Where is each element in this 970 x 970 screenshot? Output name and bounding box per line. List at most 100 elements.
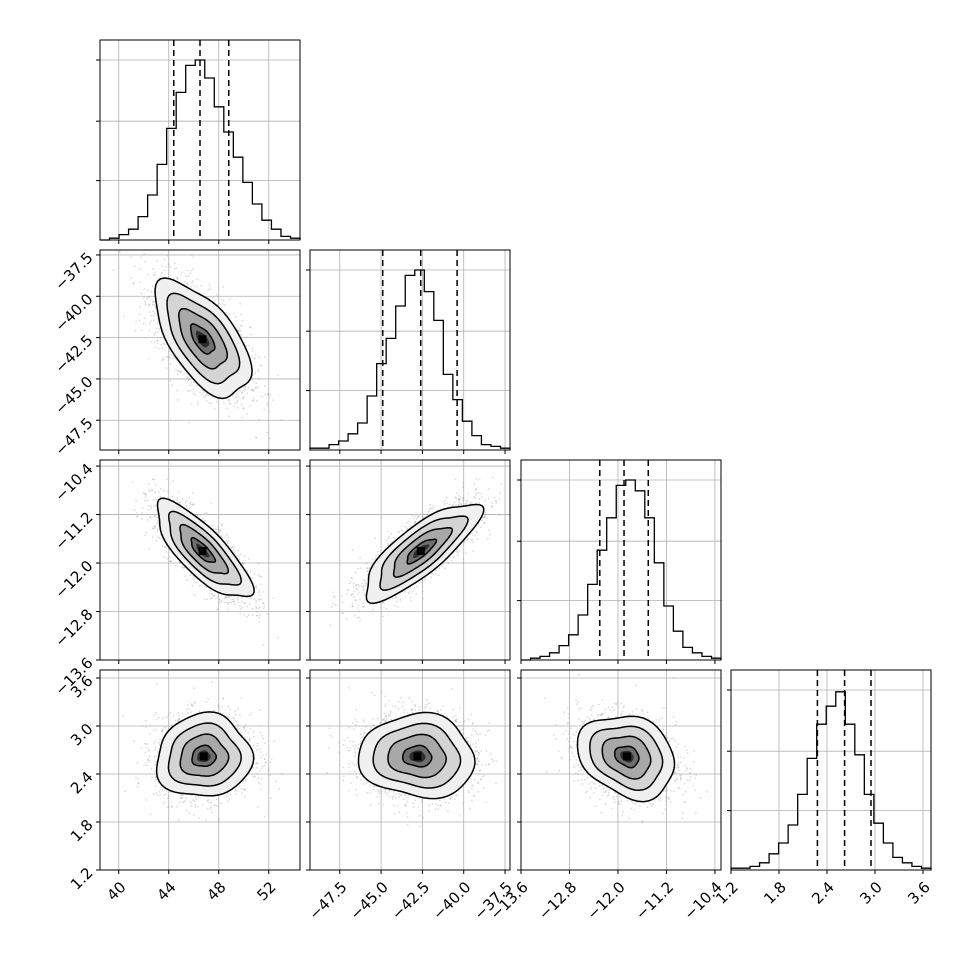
scatter-point <box>256 614 259 617</box>
scatter-point <box>248 558 250 560</box>
scatter-point <box>203 598 206 601</box>
scatter-point <box>184 275 187 278</box>
scatter-point <box>253 357 256 360</box>
scatter-point <box>156 339 159 342</box>
scatter-point <box>253 598 256 601</box>
scatter-point <box>235 555 238 557</box>
scatter-point <box>140 256 143 259</box>
scatter-point <box>243 395 245 398</box>
scatter-point <box>442 565 444 568</box>
scatter-point <box>138 313 141 316</box>
scatter-point <box>210 597 212 600</box>
scatter-point <box>211 597 213 599</box>
scatter-point <box>142 297 145 299</box>
panel-content <box>100 460 300 660</box>
scatter-point <box>193 578 196 581</box>
scatter-point <box>171 384 174 386</box>
scatter-point <box>359 619 361 622</box>
scatter-point <box>236 599 239 601</box>
scatter-point <box>213 595 216 597</box>
scatter-point <box>255 436 258 439</box>
scatter-point <box>155 539 158 542</box>
scatter-point <box>221 303 224 306</box>
scatter-point <box>185 505 188 508</box>
scatter-point <box>227 415 230 418</box>
scatter-point <box>260 583 262 586</box>
scatter-point <box>234 315 237 318</box>
scatter-point <box>143 493 146 495</box>
scatter-point <box>142 507 144 509</box>
scatter-point <box>141 329 143 332</box>
scatter-point <box>153 341 156 344</box>
scatter-point <box>144 496 147 498</box>
scatter-point <box>231 546 234 549</box>
scatter-point <box>230 547 233 550</box>
scatter-point <box>147 273 150 276</box>
scatter-point <box>457 498 460 501</box>
scatter-point <box>157 347 160 350</box>
scatter-point <box>169 497 171 500</box>
scatter-point <box>248 603 251 606</box>
scatter-point <box>140 292 143 295</box>
scatter-point <box>238 555 241 558</box>
scatter-point <box>187 274 190 277</box>
scatter-point <box>246 413 248 415</box>
scatter-point <box>190 381 193 384</box>
scatter-point <box>161 347 164 350</box>
scatter-point <box>147 357 150 360</box>
scatter-point <box>245 336 248 339</box>
scatter-point <box>122 315 125 318</box>
scatter-point <box>237 601 240 604</box>
scatter-point <box>241 416 244 419</box>
scatter-point <box>250 388 252 391</box>
scatter-point <box>153 319 156 322</box>
histogram-panel-2 <box>517 459 722 661</box>
scatter-point <box>152 527 155 530</box>
scatter-point <box>523 476 525 478</box>
panel-frame <box>520 459 722 661</box>
scatter-point <box>232 598 235 601</box>
scatter-point <box>263 356 266 358</box>
scatter-point <box>130 277 133 279</box>
scatter-point <box>148 303 151 306</box>
scatter-point <box>190 403 193 405</box>
scatter-point <box>189 272 192 274</box>
scatter-point <box>226 609 229 611</box>
scatter-point <box>225 596 228 599</box>
scatter-point <box>372 603 375 606</box>
scatter-point <box>150 505 153 508</box>
scatter-point <box>429 503 432 506</box>
scatter-point <box>196 285 199 288</box>
scatter-point <box>166 490 169 493</box>
scatter-point <box>251 400 254 402</box>
scatter-point <box>243 385 246 388</box>
scatter-point <box>156 339 159 342</box>
scatter-point <box>199 391 202 394</box>
scatter-point <box>153 499 156 501</box>
scatter-point <box>244 386 247 389</box>
scatter-point <box>250 333 252 336</box>
scatter-point <box>242 562 244 564</box>
scatter-point <box>156 516 158 519</box>
scatter-point <box>191 281 193 284</box>
scatter-point <box>155 327 158 330</box>
scatter-point <box>248 614 250 617</box>
scatter-point <box>181 498 184 500</box>
scatter-point <box>254 387 257 389</box>
scatter-point <box>191 492 194 494</box>
scatter-panel-1-2 <box>309 459 525 661</box>
contour-line <box>179 523 230 575</box>
scatter-point <box>451 505 454 507</box>
scatter-point <box>133 509 136 512</box>
scatter-point <box>259 575 261 578</box>
scatter-point <box>226 407 228 410</box>
scatter-point <box>157 342 160 345</box>
scatter-point <box>190 269 193 272</box>
scatter-point <box>162 357 164 360</box>
scatter-point <box>162 342 165 345</box>
scatter-point <box>191 584 194 587</box>
scatter-point <box>165 266 168 268</box>
scatter-point <box>118 251 121 254</box>
scatter-point <box>211 296 214 299</box>
scatter-point <box>241 606 244 609</box>
